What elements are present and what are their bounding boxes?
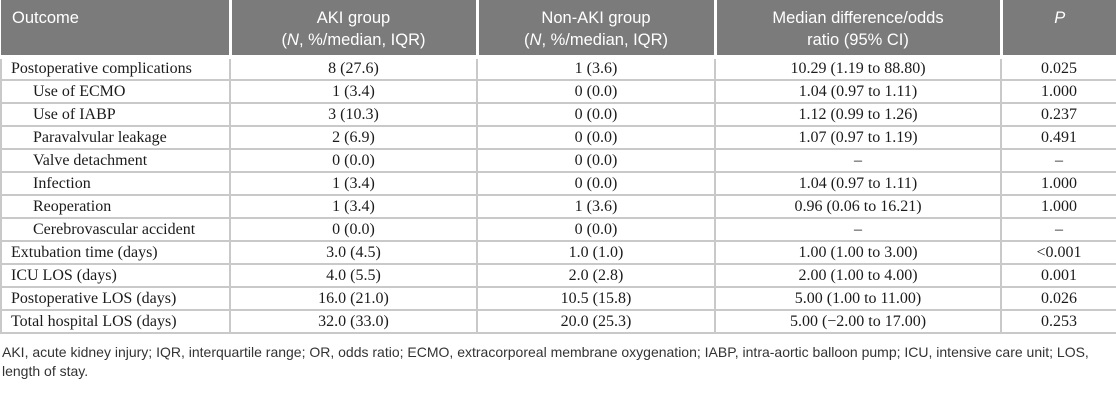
p-value-cell: 0.026 [1000, 286, 1116, 311]
header-row: Outcome AKI group (N, %/median, IQR) Non… [1, 0, 1116, 59]
header-diff-line2: ratio (95% CI) [807, 31, 909, 49]
non-aki-group-cell: 10.5 (15.8) [476, 286, 716, 311]
p-value-cell: – [1000, 148, 1116, 173]
table-row: Paravalvular leakage 2 (6.9) 0 (0.0) 1.0… [0, 125, 1116, 150]
table-row: Reoperation 1 (3.4) 1 (3.6) 0.96 (0.06 t… [0, 194, 1116, 219]
header-aki-line1: AKI group [316, 9, 391, 27]
non-aki-group-cell: 2.0 (2.8) [476, 263, 716, 288]
outcome-cell: Postoperative complications [0, 56, 231, 81]
median-difference-cell: 2.00 (1.00 to 4.00) [714, 263, 1002, 288]
table-body: Postoperative complications 8 (27.6) 1 (… [0, 56, 1116, 334]
median-difference-cell: 0.96 (0.06 to 16.21) [714, 194, 1002, 219]
header-diff-line1: Median difference/odds [772, 9, 944, 27]
outcome-cell: Use of ECMO [0, 79, 231, 104]
p-value-cell: 1.000 [1000, 171, 1116, 196]
median-difference-cell: 5.00 (1.00 to 11.00) [714, 286, 1002, 311]
table-footnote: AKI, acute kidney injury; IQR, interquar… [2, 344, 1089, 379]
outcome-cell: Paravalvular leakage [0, 125, 231, 150]
non-aki-group-cell: 0 (0.0) [476, 102, 716, 127]
non-aki-group-cell: 0 (0.0) [476, 148, 716, 173]
median-difference-cell: 1.07 (0.97 to 1.19) [714, 125, 1002, 150]
header-cell-median-difference: Median difference/odds ratio (95% CI) [713, 0, 1001, 59]
aki-group-cell: 1 (3.4) [229, 79, 478, 104]
header-non-aki-line1: Non-AKI group [541, 9, 651, 27]
outcome-cell: Postoperative LOS (days) [0, 286, 231, 311]
outcomes-table: Outcome AKI group (N, %/median, IQR) Non… [0, 0, 1116, 334]
table-header: Outcome AKI group (N, %/median, IQR) Non… [1, 0, 1116, 59]
table-row: Postoperative complications 8 (27.6) 1 (… [0, 56, 1116, 81]
median-difference-cell: 10.29 (1.19 to 88.80) [714, 56, 1002, 81]
p-value-cell: – [1000, 217, 1116, 242]
table-row: Use of IABP 3 (10.3) 0 (0.0) 1.12 (0.99 … [0, 102, 1116, 127]
p-value-cell: 0.491 [1000, 125, 1116, 150]
outcome-cell: Infection [0, 171, 231, 196]
aki-group-cell: 0 (0.0) [229, 217, 478, 242]
outcome-cell: Extubation time (days) [0, 240, 231, 265]
p-value-cell: 1.000 [1000, 194, 1116, 219]
median-difference-cell: 1.04 (0.97 to 1.11) [714, 171, 1002, 196]
non-aki-group-cell: 0 (0.0) [476, 79, 716, 104]
p-value-cell: 0.237 [1000, 102, 1116, 127]
outcomes-table-figure: Outcome AKI group (N, %/median, IQR) Non… [0, 0, 1116, 379]
outcome-cell: Total hospital LOS (days) [0, 309, 231, 334]
median-difference-cell: – [714, 148, 1002, 173]
p-value-cell: 0.001 [1000, 263, 1116, 288]
non-aki-group-cell: 1 (3.6) [476, 56, 716, 81]
non-aki-group-cell: 0 (0.0) [476, 125, 716, 150]
header-non-aki-line2: (N, %/median, IQR) [524, 31, 668, 49]
table-row: ICU LOS (days) 4.0 (5.5) 2.0 (2.8) 2.00 … [0, 263, 1116, 288]
median-difference-cell: 1.00 (1.00 to 3.00) [714, 240, 1002, 265]
non-aki-group-cell: 20.0 (25.3) [476, 309, 716, 334]
aki-group-cell: 2 (6.9) [229, 125, 478, 150]
header-p-label: P [1054, 9, 1066, 27]
aki-group-cell: 4.0 (5.5) [229, 263, 478, 288]
median-difference-cell: 5.00 (−2.00 to 17.00) [714, 309, 1002, 334]
non-aki-group-cell: 0 (0.0) [476, 217, 716, 242]
p-value-cell: 1.000 [1000, 79, 1116, 104]
aki-group-cell: 3 (10.3) [229, 102, 478, 127]
outcome-cell: Cerebrovascular accident [0, 217, 231, 242]
aki-group-cell: 32.0 (33.0) [229, 309, 478, 334]
p-value-cell: <0.001 [1000, 240, 1116, 265]
header-outcome-label: Outcome [12, 9, 79, 27]
non-aki-group-cell: 0 (0.0) [476, 171, 716, 196]
median-difference-cell: 1.12 (0.99 to 1.26) [714, 102, 1002, 127]
outcome-cell: Use of IABP [0, 102, 231, 127]
table-row: Extubation time (days) 3.0 (4.5) 1.0 (1.… [0, 240, 1116, 265]
table-row: Use of ECMO 1 (3.4) 0 (0.0) 1.04 (0.97 t… [0, 79, 1116, 104]
header-cell-p-value: P [999, 0, 1116, 59]
header-aki-line2: (N, %/median, IQR) [281, 31, 426, 49]
non-aki-group-cell: 1 (3.6) [476, 194, 716, 219]
aki-group-cell: 1 (3.4) [229, 194, 478, 219]
aki-group-cell: 3.0 (4.5) [229, 240, 478, 265]
table-row: Cerebrovascular accident 0 (0.0) 0 (0.0)… [0, 217, 1116, 242]
aki-group-cell: 16.0 (21.0) [229, 286, 478, 311]
table-row: Postoperative LOS (days) 16.0 (21.0) 10.… [0, 286, 1116, 311]
outcome-cell: Reoperation [0, 194, 231, 219]
italic-n: N [529, 31, 542, 49]
p-value-cell: 0.253 [1000, 309, 1116, 334]
median-difference-cell: 1.04 (0.97 to 1.11) [714, 79, 1002, 104]
non-aki-group-cell: 1.0 (1.0) [476, 240, 716, 265]
aki-group-cell: 1 (3.4) [229, 171, 478, 196]
header-cell-outcome: Outcome [1, 0, 230, 59]
outcome-cell: ICU LOS (days) [0, 263, 231, 288]
header-cell-non-aki-group: Non-AKI group (N, %/median, IQR) [475, 0, 715, 59]
table-row: Valve detachment 0 (0.0) 0 (0.0) – – [0, 148, 1116, 173]
aki-group-cell: 0 (0.0) [229, 148, 478, 173]
table-row: Total hospital LOS (days) 32.0 (33.0) 20… [0, 309, 1116, 334]
italic-n: N [287, 31, 299, 49]
header-cell-aki-group: AKI group (N, %/median, IQR) [228, 0, 477, 59]
p-value-cell: 0.025 [1000, 56, 1116, 81]
table-row: Infection 1 (3.4) 0 (0.0) 1.04 (0.97 to … [0, 171, 1116, 196]
median-difference-cell: – [714, 217, 1002, 242]
outcome-cell: Valve detachment [0, 148, 231, 173]
aki-group-cell: 8 (27.6) [229, 56, 478, 81]
